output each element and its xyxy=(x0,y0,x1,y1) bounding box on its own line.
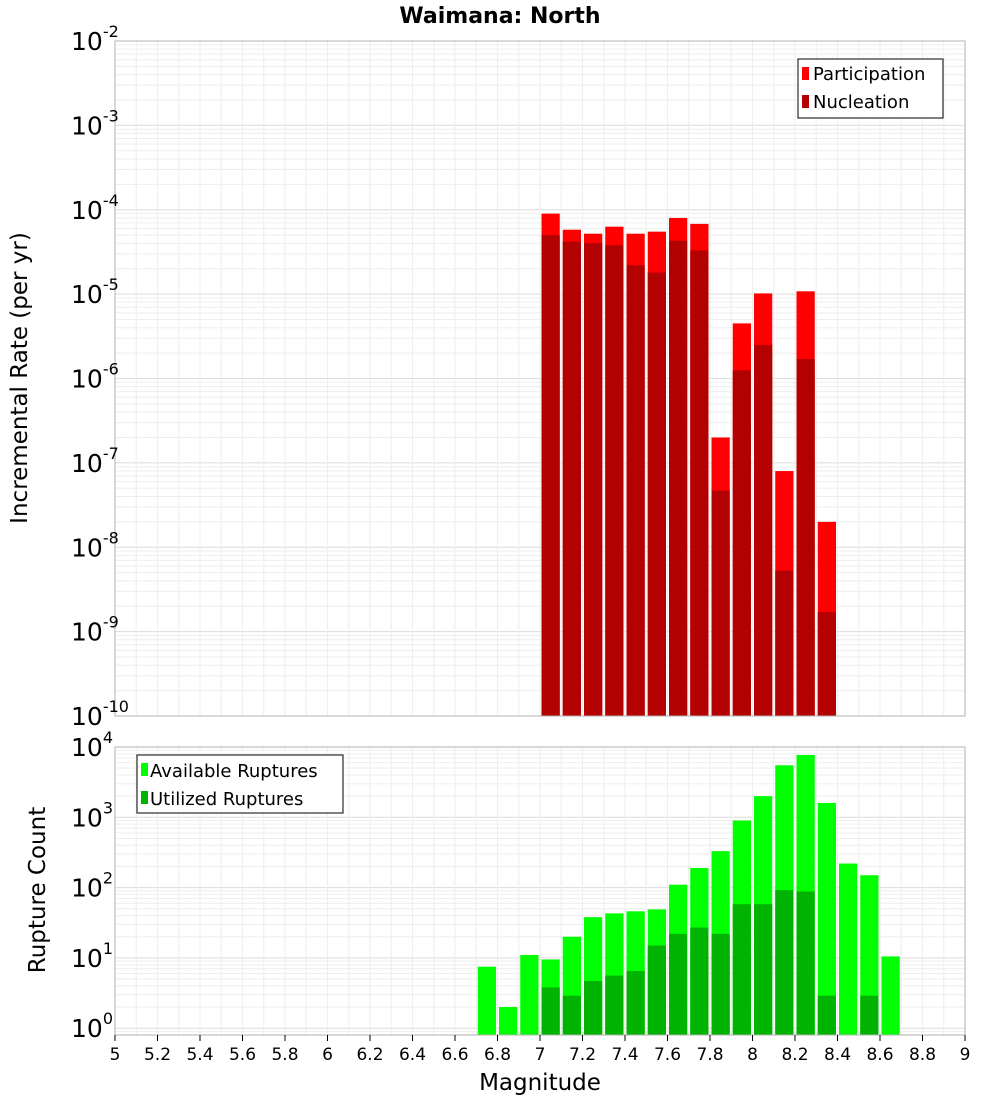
x-tick-label: 8.8 xyxy=(909,1045,936,1065)
x-tick-label: 7.8 xyxy=(696,1045,723,1065)
rate-y-tick-label: 10-10 xyxy=(71,697,129,731)
x-tick-label: 7 xyxy=(535,1045,546,1065)
rate-bar-b xyxy=(711,490,730,716)
x-tick-label: 6.4 xyxy=(399,1045,426,1065)
rate-bar-b xyxy=(690,250,709,717)
x-tick-label: 6 xyxy=(322,1045,333,1065)
count-bar-a xyxy=(839,863,858,1035)
x-tick-label: 5.4 xyxy=(186,1045,213,1065)
rate-bar-b xyxy=(669,240,688,717)
x-tick-label: 7.4 xyxy=(611,1045,638,1065)
rate-y-tick-label: 10-4 xyxy=(71,191,119,225)
x-tick-label: 5.8 xyxy=(271,1045,298,1065)
count-bar-b xyxy=(647,945,666,1035)
count-bar-b xyxy=(711,933,730,1035)
count-y-tick-label: 102 xyxy=(71,869,113,903)
x-tick-label: 7.2 xyxy=(569,1045,596,1065)
x-tick-label: 5 xyxy=(110,1045,121,1065)
x-tick-label: 8.6 xyxy=(866,1045,893,1065)
rate-plot-y-label: Incremental Rate (per yr) xyxy=(7,232,33,524)
rate-bar-b xyxy=(605,245,624,717)
rate-bar-b xyxy=(584,243,603,717)
rate-bar-b xyxy=(817,612,836,716)
rate-y-tick-label: 10-2 xyxy=(71,22,119,56)
rate-y-tick-label: 10-7 xyxy=(71,444,119,478)
count-bar-a xyxy=(477,966,496,1035)
x-tick-label: 6.6 xyxy=(441,1045,468,1065)
count-bar-b xyxy=(860,995,879,1035)
rate-bar-b xyxy=(796,359,815,716)
count-bar-a xyxy=(499,1007,518,1035)
count-bar-b xyxy=(562,995,581,1035)
rate-bar-b xyxy=(541,235,560,716)
x-tick-label: 5.2 xyxy=(144,1045,171,1065)
count-plot-y-ticks: 100 101 102 103 104 xyxy=(71,728,113,1043)
count-bar-b xyxy=(584,980,603,1035)
x-tick-label: 8 xyxy=(747,1045,758,1065)
count-bar-b xyxy=(605,975,624,1035)
count-bar-b xyxy=(732,904,751,1035)
legend-participation-swatch xyxy=(802,67,809,80)
count-plot-y-label: Rupture Count xyxy=(25,807,51,973)
legend-available-swatch xyxy=(141,763,148,776)
x-axis-ticks: 5 5.2 5.4 5.6 5.8 6 6.2 6.4 6.6 6.8 7 7.2 7.4 7.6 7.8 8… xyxy=(110,1035,971,1065)
legend-nucleation-label: Nucleation xyxy=(813,92,909,113)
count-y-tick-label: 103 xyxy=(71,798,113,832)
rate-plot-legend-box xyxy=(797,58,944,119)
rate-plot: 10-10 10-9 10-8 10-7 10-6 10-5 10-4 10-3 10-2 In… xyxy=(7,22,966,731)
count-plot: 100 101 102 103 104 Rupture Count Available … xyxy=(25,728,966,1043)
rate-y-tick-label: 10-9 xyxy=(71,613,119,647)
rate-bar-b xyxy=(754,344,773,716)
count-bar-a xyxy=(817,802,836,1035)
rate-plot-frame xyxy=(114,40,966,717)
rate-y-tick-label: 10-5 xyxy=(71,275,119,309)
rate-plot-bars xyxy=(541,213,836,717)
count-y-tick-label: 101 xyxy=(71,939,113,973)
x-tick-label: 6.2 xyxy=(356,1045,383,1065)
count-bar-a xyxy=(520,954,539,1035)
count-bar-a xyxy=(860,875,879,1035)
rate-y-tick-label: 10-3 xyxy=(71,106,119,140)
count-plot-legend: Available Ruptures Utilized Ruptures xyxy=(136,754,344,814)
count-bar-b xyxy=(690,927,709,1035)
rate-bar-b xyxy=(647,272,666,716)
count-bar-b xyxy=(775,890,794,1035)
count-bar-b xyxy=(754,904,773,1035)
chart-title: Waimana: North xyxy=(399,4,600,29)
x-tick-label: 8.4 xyxy=(824,1045,851,1065)
count-bar-b xyxy=(669,933,688,1035)
rate-bar-b xyxy=(775,570,794,716)
rate-bar-b xyxy=(732,370,751,716)
count-bar-a xyxy=(881,956,900,1035)
count-bar-b xyxy=(796,891,815,1035)
x-axis-label: Magnitude xyxy=(479,1070,601,1096)
legend-utilized-label: Utilized Ruptures xyxy=(150,789,303,810)
legend-available-label: Available Ruptures xyxy=(150,761,318,782)
count-y-tick-label: 104 xyxy=(71,728,113,762)
x-tick-label: 5.6 xyxy=(229,1045,256,1065)
rate-plot-grid xyxy=(114,41,966,717)
count-plot-bars xyxy=(477,754,900,1035)
x-tick-label: 7.6 xyxy=(654,1045,681,1065)
count-plot-legend-box xyxy=(136,754,344,814)
x-tick-label: 8.2 xyxy=(781,1045,808,1065)
count-bar-b xyxy=(626,971,645,1035)
rate-plot-legend: Participation Nucleation xyxy=(797,58,944,119)
count-y-tick-label: 100 xyxy=(71,1009,113,1043)
rate-bar-b xyxy=(626,265,645,716)
rate-y-tick-label: 10-6 xyxy=(71,360,119,394)
rate-y-tick-label: 10-8 xyxy=(71,528,119,562)
legend-nucleation-swatch xyxy=(802,95,809,108)
legend-utilized-swatch xyxy=(141,791,148,804)
legend-participation-label: Participation xyxy=(813,64,925,85)
x-tick-label: 9 xyxy=(960,1045,971,1065)
rate-plot-y-ticks: 10-10 10-9 10-8 10-7 10-6 10-5 10-4 10-3 10-2 xyxy=(71,22,129,731)
count-bar-b xyxy=(817,995,836,1035)
count-bar-b xyxy=(541,987,560,1035)
x-tick-label: 6.8 xyxy=(484,1045,511,1065)
rate-bar-b xyxy=(562,241,581,717)
